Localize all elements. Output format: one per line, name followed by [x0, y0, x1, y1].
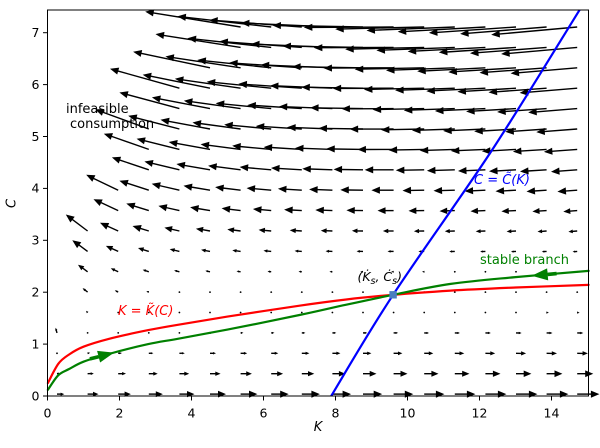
steady-state-label-part: , Ċ	[375, 269, 393, 284]
steady-state-label-part: (K̇	[357, 269, 371, 284]
kdot-zero-curve	[46, 283, 590, 385]
quiver-field	[55, 9, 600, 398]
y-tick-label: 7	[32, 25, 40, 40]
y-tick-label: 0	[32, 388, 40, 403]
infeasible-line-2: consumption	[70, 117, 155, 132]
x-tick-label: 10	[400, 406, 416, 421]
kdot-locus-label: K = K̃(C)	[118, 304, 174, 319]
y-tick-label: 5	[32, 129, 40, 144]
steady-state-marker	[389, 291, 397, 299]
y-axis-label: C	[4, 198, 20, 209]
infeasible-line-1: infeasible	[66, 102, 129, 117]
axes-frame	[47, 9, 589, 397]
x-tick-label: 2	[116, 406, 124, 421]
x-tick-label: 4	[188, 406, 196, 421]
x-tick-label: 8	[332, 406, 340, 421]
y-tick-label: 6	[32, 77, 40, 92]
x-tick-label: 0	[44, 406, 52, 421]
y-ticks: 0 1 2 3 4 5 6 7	[32, 25, 48, 403]
steady-state-label-part: )	[397, 269, 402, 284]
cdot-zero-curve	[330, 9, 581, 397]
x-axis-label: K	[313, 420, 323, 435]
steady-state-label-sub: s	[370, 275, 376, 287]
y-tick-label: 2	[32, 285, 40, 300]
steady-state-label: (K̇s, Ċs)	[344, 269, 402, 287]
x-tick-label: 12	[472, 406, 488, 421]
y-tick-label: 3	[32, 233, 40, 248]
y-tick-label: 1	[32, 336, 40, 351]
stable-branch-curve	[46, 269, 590, 391]
infeasible-region-label: infeasible consumption	[66, 102, 154, 132]
y-tick-label: 4	[32, 181, 40, 196]
stable-branch-arrowheads	[89, 268, 557, 363]
cdot-locus-label: C = C̃(K)	[474, 173, 530, 188]
x-ticks: 0 2 4 6 8 10 12 14	[44, 396, 560, 421]
stable-branch-label: stable branch	[480, 253, 570, 268]
x-tick-label: 14	[544, 406, 560, 421]
steady-state-label-sub: s	[392, 275, 398, 287]
x-tick-label: 6	[260, 406, 268, 421]
